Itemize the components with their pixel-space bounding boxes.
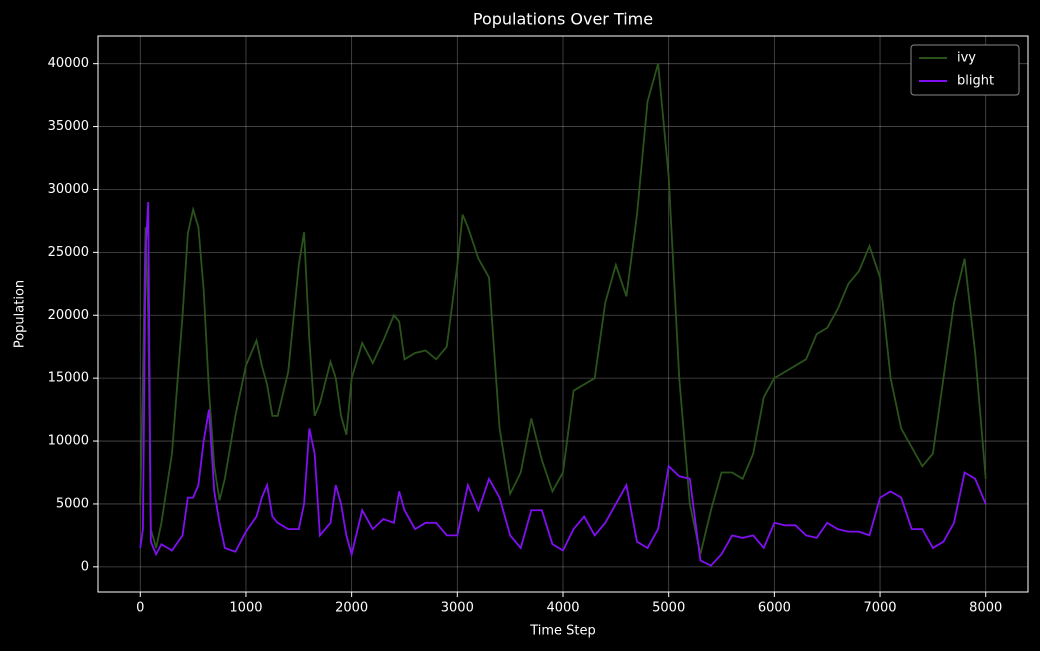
chart-title: Populations Over Time xyxy=(473,10,653,29)
series-line xyxy=(139,202,987,567)
legend-label: blight xyxy=(957,74,994,89)
x-tick-label: 6000 xyxy=(758,601,791,616)
y-tick-label: 20000 xyxy=(48,308,89,323)
x-tick-label: 1000 xyxy=(229,601,262,616)
legend: ivy blight xyxy=(910,44,1020,96)
plot-frame xyxy=(97,35,1029,593)
x-tick-label: 4000 xyxy=(546,601,579,616)
x-tick-label: 2000 xyxy=(335,601,368,616)
series-line xyxy=(139,63,987,555)
x-tick-label: 7000 xyxy=(863,601,896,616)
x-tick-label: 8000 xyxy=(969,601,1002,616)
y-tick-label: 40000 xyxy=(48,56,89,71)
y-tick-label: 25000 xyxy=(48,245,89,260)
y-tick-label: 15000 xyxy=(48,371,89,386)
y-tick-label: 0 xyxy=(81,559,89,574)
x-tick-label: 0 xyxy=(136,601,144,616)
legend-label: ivy xyxy=(957,51,976,66)
y-axis-label: Population xyxy=(13,280,28,348)
y-tick-label: 10000 xyxy=(48,434,89,449)
x-tick-label: 3000 xyxy=(441,601,474,616)
x-axis-label: Time Step xyxy=(529,624,596,639)
y-tick-label: 35000 xyxy=(48,119,89,134)
y-tick-label: 30000 xyxy=(48,182,89,197)
y-tick-label: 5000 xyxy=(56,496,89,511)
x-tick-label: 5000 xyxy=(652,601,685,616)
